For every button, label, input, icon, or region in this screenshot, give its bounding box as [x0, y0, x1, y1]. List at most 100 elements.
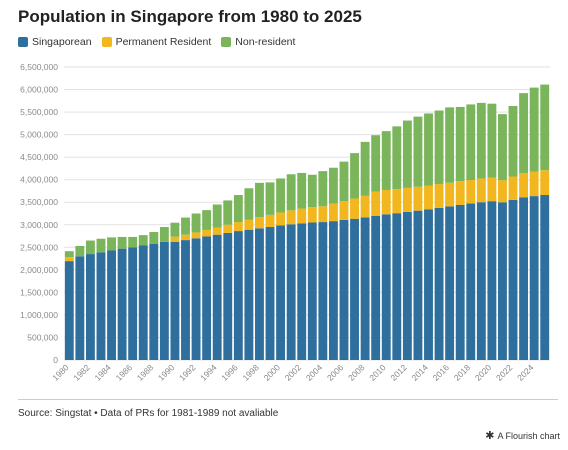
bar-singaporean-2004 [318, 222, 328, 360]
bar-non-resident-1990 [170, 222, 180, 237]
y-tick-label: 6,000,000 [20, 85, 58, 95]
bar-non-resident-1995 [223, 200, 233, 225]
bar-non-resident-2015 [434, 110, 444, 185]
legend-swatch-singaporean [18, 37, 28, 47]
x-tick-label: 2024 [515, 362, 536, 383]
legend-swatch-permanent-resident [101, 37, 112, 47]
y-tick-label: 1,500,000 [20, 287, 58, 297]
y-tick-label: 1,000,000 [20, 310, 58, 320]
bar-permanent-resident-2009 [371, 191, 381, 216]
bar-permanent-resident-2000 [276, 212, 286, 226]
bar-singaporean-2011 [392, 213, 402, 360]
bar-non-resident-1991 [181, 217, 190, 235]
x-tick-label: 1992 [177, 362, 198, 383]
bar-singaporean-1980 [64, 261, 74, 360]
flourish-credit[interactable]: ✱ A Flourish chart [485, 429, 560, 442]
bar-singaporean-1983 [96, 252, 106, 360]
population-stacked-bar-chart: 0 500,000 1,000,000 1,500,000 2,000,000 2,500… [20, 62, 550, 383]
bar-permanent-resident-1997 [244, 219, 254, 230]
bar-non-resident-2025 [540, 84, 550, 171]
legend-label-non-resident: Non-resident [235, 36, 296, 48]
bar-permanent-resident-2007 [350, 198, 359, 219]
bar-permanent-resident-1992 [191, 232, 201, 239]
bar-permanent-resident-2016 [445, 182, 455, 207]
x-tick-label: 1998 [240, 362, 261, 383]
bar-permanent-resident-1990 [170, 236, 180, 242]
bar-permanent-resident-2010 [381, 189, 391, 215]
bar-non-resident-1985 [117, 236, 127, 249]
bar-permanent-resident-1980 [64, 257, 74, 262]
bar-singaporean-2018 [466, 203, 476, 360]
chart-title: Population in Singapore from 1980 to 202… [18, 7, 362, 26]
bar-singaporean-1981 [75, 256, 85, 360]
bar-singaporean-2025 [540, 195, 550, 360]
bar-non-resident-2019 [476, 102, 486, 179]
x-tick-label: 1984 [93, 362, 114, 383]
bar-singaporean-2022 [508, 199, 518, 360]
bar-singaporean-2017 [455, 204, 465, 360]
bar-singaporean-1994 [212, 234, 222, 360]
bar-singaporean-1993 [202, 236, 212, 360]
bar-singaporean-1988 [149, 243, 159, 360]
bar-permanent-resident-2006 [339, 201, 349, 220]
bar-singaporean-1999 [265, 227, 275, 360]
bar-permanent-resident-1999 [265, 214, 275, 228]
bar-singaporean-2023 [519, 197, 529, 360]
x-tick-label: 1980 [50, 362, 71, 383]
bar-non-resident-2012 [402, 120, 412, 188]
y-tick-label: 500,000 [27, 332, 58, 342]
bar-non-resident-1986 [128, 236, 138, 248]
bar-permanent-resident-2002 [297, 208, 307, 224]
x-tick-label: 1982 [71, 362, 92, 383]
bar-permanent-resident-2018 [466, 180, 476, 204]
bar-non-resident-2016 [445, 107, 455, 183]
bar-non-resident-2004 [318, 171, 328, 207]
bar-singaporean-1986 [128, 247, 138, 360]
y-tick-label: 4,500,000 [20, 152, 58, 162]
y-tick-label: 6,500,000 [20, 62, 58, 72]
bar-non-resident-1992 [191, 213, 201, 233]
legend-label-singaporean: Singaporean [32, 36, 92, 48]
bar-non-resident-1999 [265, 182, 275, 215]
x-tick-label: 2002 [283, 362, 304, 383]
asterisk-icon: ✱ [485, 430, 495, 442]
x-tick-label: 2012 [388, 362, 409, 383]
bar-singaporean-1995 [223, 232, 233, 360]
legend-item-singaporean[interactable]: Singaporean [18, 36, 92, 48]
y-tick-label: 0 [53, 355, 58, 365]
bar-permanent-resident-2025 [540, 170, 550, 196]
source-note: Source: Singstat • Data of PRs for 1981-… [18, 408, 279, 419]
bar-permanent-resident-2022 [508, 176, 518, 200]
bar-permanent-resident-2003 [307, 207, 317, 223]
bar-non-resident-1980 [64, 251, 74, 258]
x-tick-label: 2000 [262, 362, 283, 383]
x-tick-label: 2022 [494, 362, 515, 383]
bar-permanent-resident-1996 [233, 222, 243, 232]
legend-swatch-non-resident [221, 37, 232, 47]
x-tick-label: 1990 [156, 362, 177, 383]
bar-singaporean-2012 [402, 211, 412, 360]
bar-non-resident-2021 [498, 114, 507, 181]
bar-non-resident-1987 [138, 235, 148, 246]
legend-item-permanent-resident[interactable]: Permanent Resident [101, 36, 211, 48]
x-tick-label: 2008 [346, 362, 367, 383]
bar-non-resident-2008 [360, 141, 370, 196]
bar-singaporean-1987 [138, 245, 148, 360]
bar-singaporean-1992 [191, 238, 201, 360]
bar-singaporean-2009 [371, 215, 381, 360]
x-tick-label: 2014 [409, 362, 430, 383]
legend-item-non-resident[interactable]: Non-resident [221, 36, 295, 48]
bar-singaporean-2021 [498, 202, 507, 360]
bar-singaporean-1991 [181, 240, 190, 360]
bar-permanent-resident-2011 [392, 189, 402, 214]
y-tick-label: 2,500,000 [20, 242, 58, 252]
x-tick-label: 2016 [431, 362, 452, 383]
bar-singaporean-2005 [328, 221, 338, 360]
bar-singaporean-2015 [434, 207, 444, 360]
bar-non-resident-2005 [328, 167, 338, 204]
bar-singaporean-2007 [350, 218, 359, 360]
footer-divider [18, 399, 558, 400]
bar-permanent-resident-1995 [223, 224, 233, 233]
bar-non-resident-1983 [96, 238, 106, 253]
bar-singaporean-2020 [487, 201, 497, 360]
